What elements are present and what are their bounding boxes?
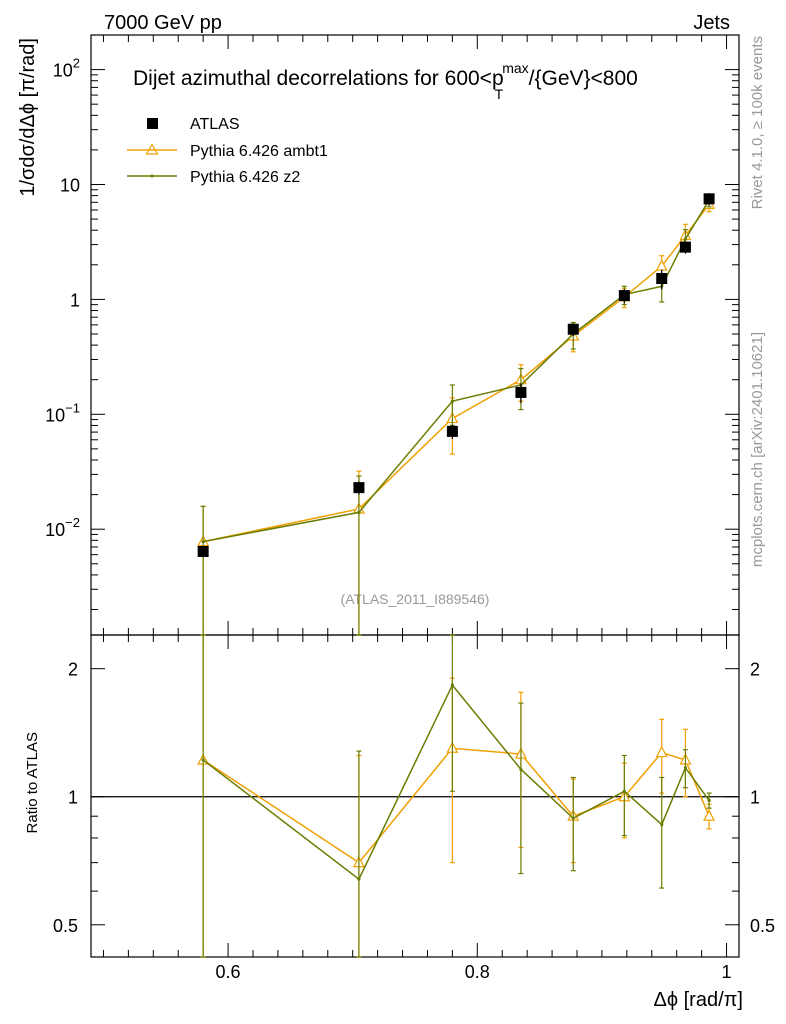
legend-z2-label: Pythia 6.426 z2: [190, 169, 300, 186]
series-z2-point: [683, 237, 688, 241]
atlas-data-point: [197, 545, 209, 557]
ratio-y-tick-label-right: 2: [750, 660, 760, 680]
x-tick-label: 1: [722, 962, 732, 982]
ratio-z2-point: [683, 766, 688, 770]
chart-title: Dijet azimuthal decorrelations for 600<p…: [133, 60, 638, 102]
series-z2-point: [201, 539, 205, 544]
analysis-tag: (ATLAS_2011_I889546): [341, 591, 490, 607]
ratio-y-axis-label: Ratio to ATLAS: [24, 732, 41, 833]
series-ambt1-line: [203, 204, 710, 543]
ratio-z2-point: [622, 789, 626, 793]
x-axis-label: Δϕ [rad/π]: [654, 989, 744, 1011]
chart-title-superscript: max: [502, 60, 528, 76]
atlas-data-point: [567, 323, 579, 335]
series-z2-line: [203, 199, 710, 543]
ratio-z2-point: [357, 877, 361, 881]
axes-layer: 0.6 0.8 1 10−2 10−1 1 10 102 0.5 0.5 1 1 2 2: [45, 34, 775, 982]
y-tick-label: 1: [70, 290, 80, 310]
ratio-z2-line: [202, 683, 710, 881]
ratio-z2-point: [201, 758, 205, 762]
y-axis-label: 1/σdσ/dΔϕ [π/rad]: [17, 38, 39, 197]
x-tick-label: 0.8: [465, 962, 490, 982]
ratio-ambt1-point: [703, 809, 716, 821]
ratio-y-tick-label-right: 0.5: [750, 916, 775, 936]
atlas-data-point: [656, 272, 668, 284]
y-tick-label: 102: [53, 56, 80, 81]
ratio-ambt1-point: [655, 745, 668, 758]
ratio-panel-frame: [90, 634, 740, 958]
y-tick-label: 10−1: [45, 400, 80, 425]
atlas-data-point: [515, 386, 527, 398]
header-right-label: Jets: [693, 12, 730, 34]
ratio-z2-point: [707, 798, 711, 803]
ratio-y-tick-label: 2: [68, 660, 78, 680]
chart-title-suffix: /{GeV}<800: [529, 67, 638, 90]
ratio-ambt1-line: [202, 747, 710, 864]
chart-title-subscript: T: [495, 86, 504, 102]
main-panel-frame: [90, 34, 740, 636]
rivet-label: Rivet 4.1.0, ≥ 100k events: [749, 36, 766, 209]
legend-ambt1-label: Pythia 6.426 ambt1: [190, 143, 328, 160]
legend: ATLAS Pythia 6.426 ambt1 Pythia 6.426 z2: [127, 116, 328, 186]
legend-atlas-label: ATLAS: [190, 116, 240, 133]
ratio-z2-point: [450, 683, 454, 687]
atlas-data-point: [679, 241, 691, 253]
atlas-data-point: [703, 193, 715, 205]
ratio-z2-point: [519, 767, 523, 771]
ratio-z2-point: [660, 822, 664, 827]
x-tick-label: 0.6: [216, 962, 241, 982]
data-layer: [197, 193, 716, 958]
legend-ambt1-marker: [145, 143, 159, 155]
ratio-y-tick-label-right: 1: [750, 788, 760, 808]
ratio-y-tick-label: 0.5: [53, 916, 78, 936]
atlas-data-point: [353, 482, 365, 494]
chart-title-prefix: Dijet azimuthal decorrelations for 600<p: [133, 67, 504, 90]
y-tick-label: 10: [60, 175, 80, 195]
ratio-y-tick-label: 1: [68, 788, 78, 808]
legend-atlas-marker: [147, 118, 158, 129]
atlas-data-point: [446, 425, 458, 437]
atlas-data-point: [618, 290, 630, 302]
mcplots-label: mcplots.cern.ch [arXiv:2401.10621]: [749, 332, 766, 567]
ratio-z2-point: [571, 816, 575, 820]
y-tick-label: 10−2: [45, 515, 80, 540]
series-z2-point: [357, 510, 361, 515]
header-left-label: 7000 GeV pp: [104, 12, 222, 34]
series-z2-point: [450, 399, 454, 403]
legend-z2-marker: [150, 174, 154, 178]
